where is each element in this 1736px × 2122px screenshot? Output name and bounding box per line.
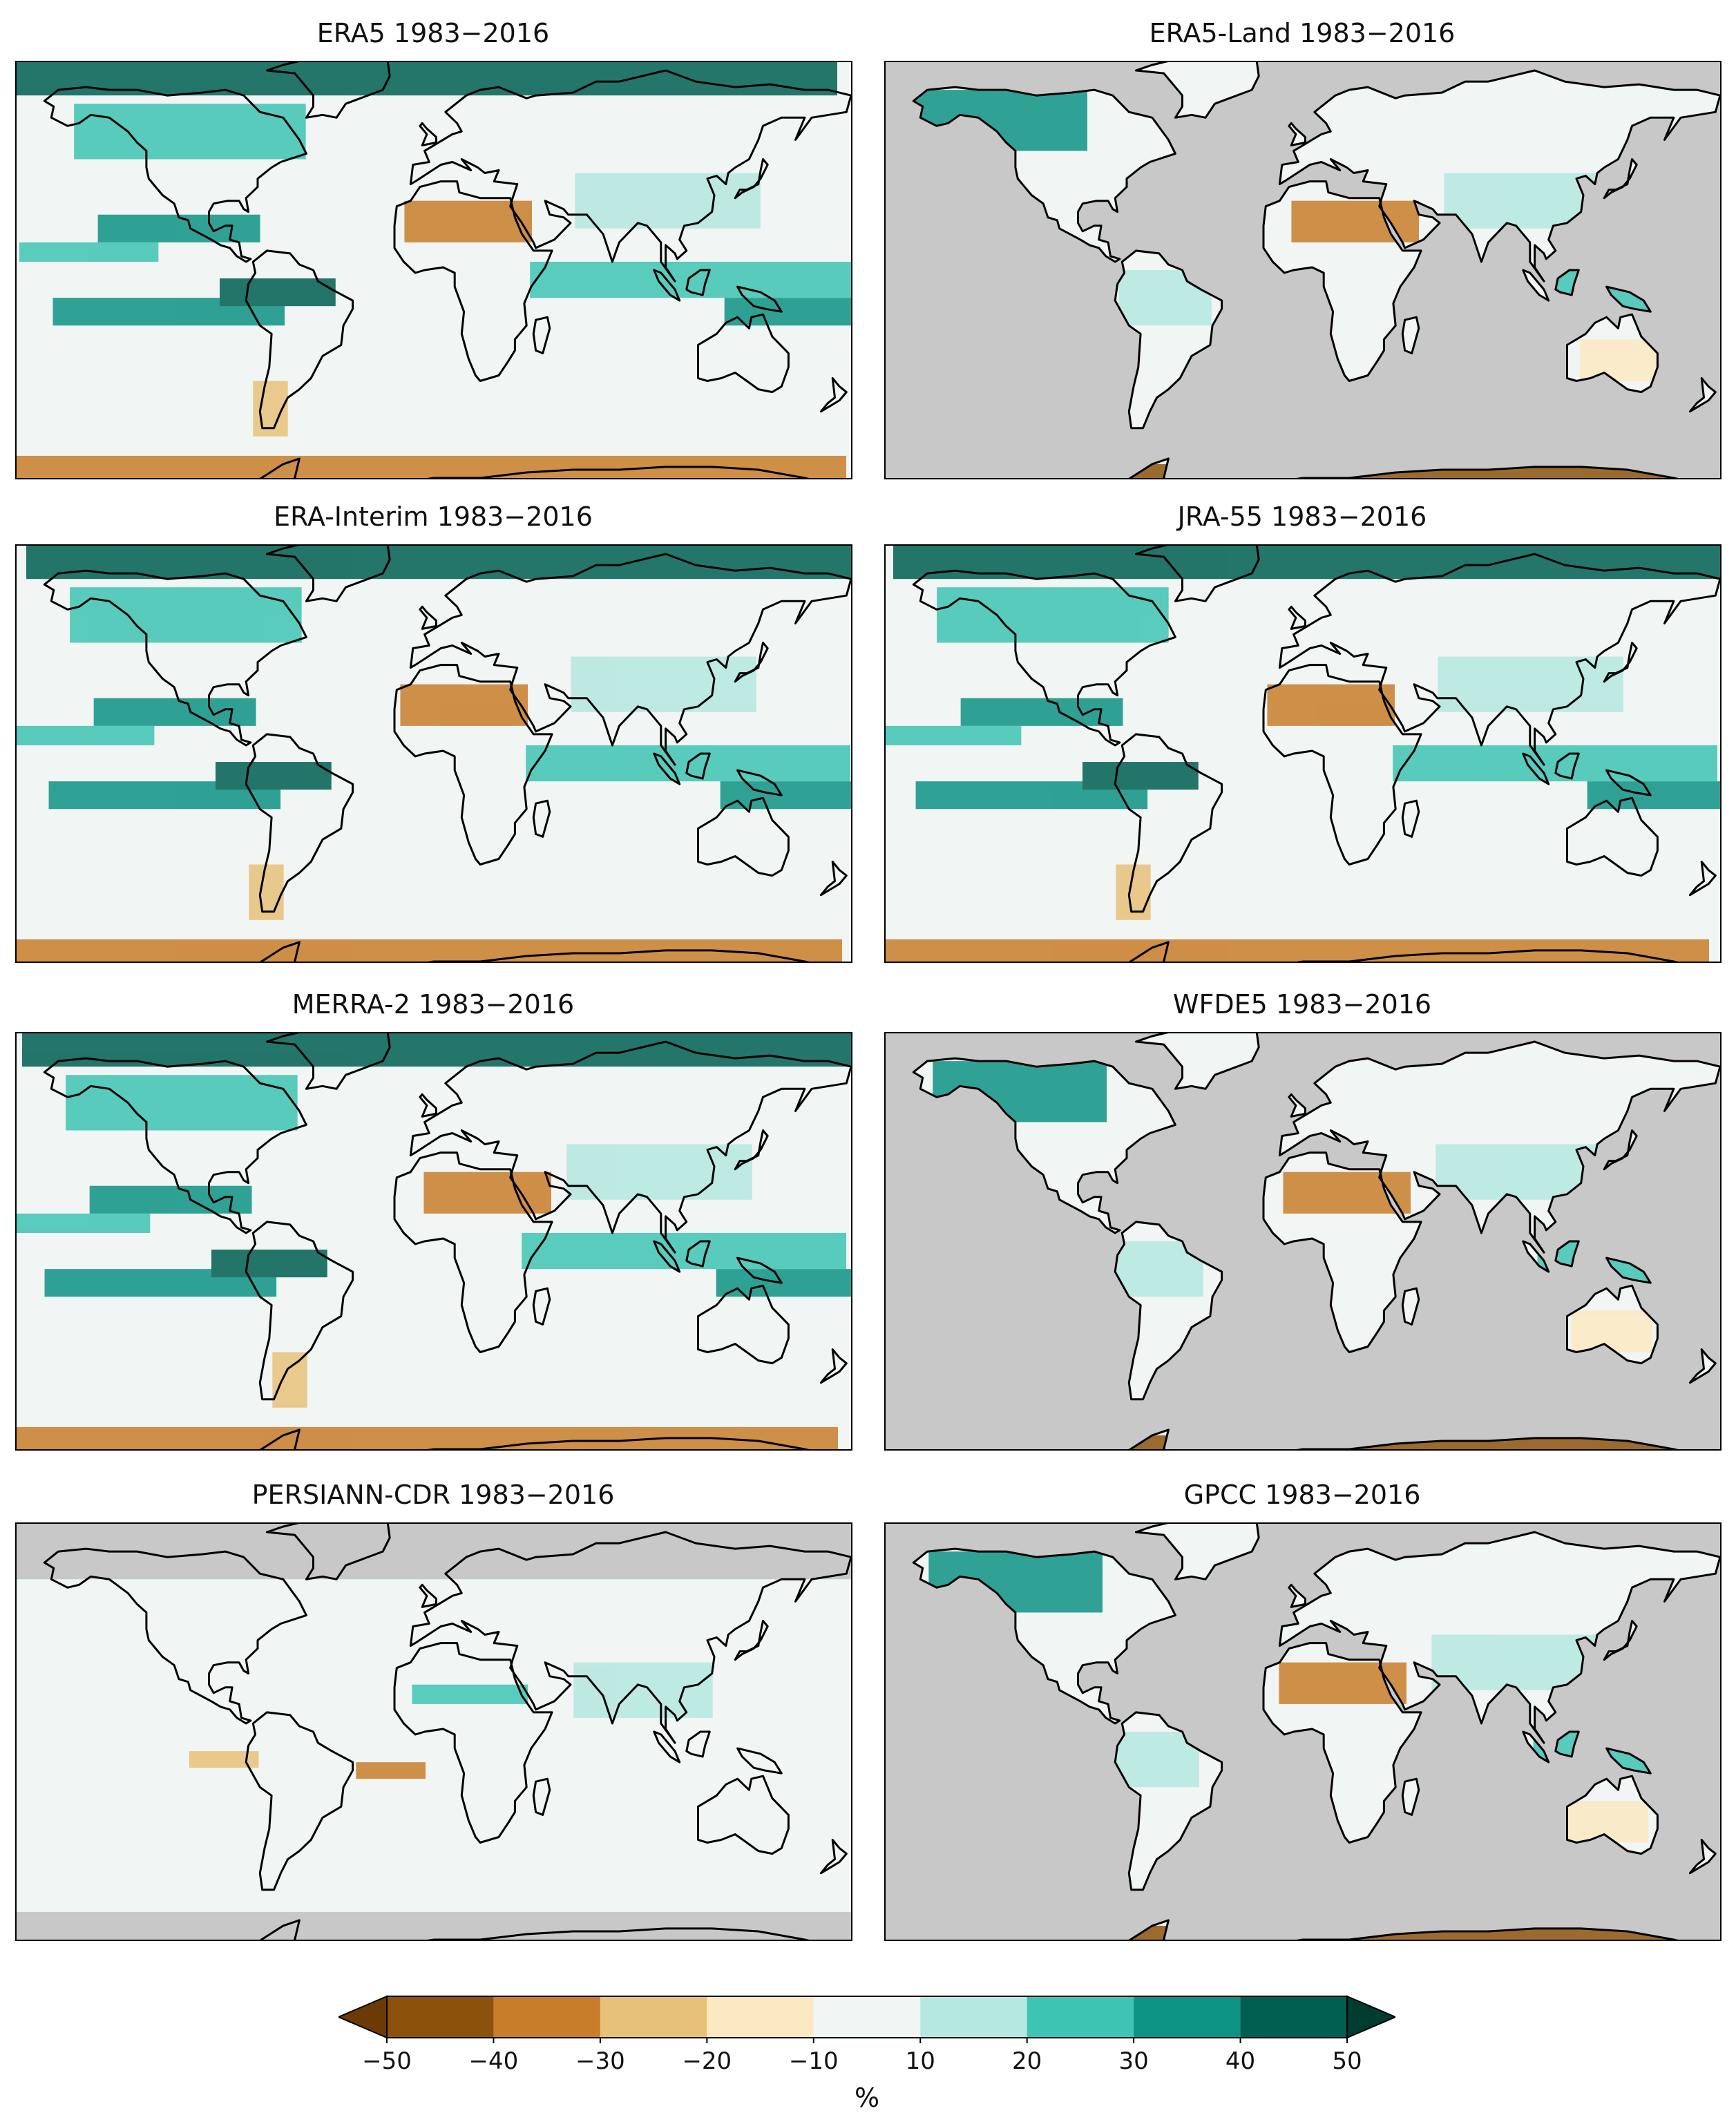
colorbar-tick-label: 50 (1332, 2047, 1362, 2075)
colorbar-tick-label: 10 (905, 2047, 935, 2075)
map-wfde5 (884, 1032, 1721, 1451)
map-gpcc (884, 1522, 1721, 1941)
map-svg (886, 546, 1720, 962)
map-era-interim (15, 544, 852, 963)
map-merra-2 (15, 1032, 852, 1451)
map-svg (17, 1524, 851, 1940)
map-persiann-cdr (15, 1522, 852, 1941)
colorbar-tick-label: −10 (788, 2047, 839, 2075)
map-jra-55 (884, 544, 1721, 963)
panel-title: ERA5 1983−2016 (316, 18, 550, 48)
map-era5 (15, 61, 852, 479)
map-svg (886, 1033, 1720, 1449)
map-svg (886, 62, 1720, 478)
panel-title: WFDE5 1983−2016 (1172, 989, 1432, 1020)
panel-title: PERSIANN-CDR 1983−2016 (251, 1480, 615, 1510)
colorbar-tick-label: −50 (362, 2047, 412, 2075)
panel-title: MERRA-2 1983−2016 (292, 989, 575, 1020)
colorbar-tick-label: 40 (1225, 2047, 1256, 2075)
colorbar-tick-label: −30 (575, 2047, 625, 2075)
colorbar-svg (338, 1995, 1395, 2043)
panel-title: ERA-Interim 1983−2016 (274, 501, 593, 532)
map-svg (17, 546, 851, 962)
panel-title: ERA5-Land 1983−2016 (1149, 18, 1456, 48)
map-era5-land (884, 61, 1721, 479)
colorbar-tick-label: 20 (1012, 2047, 1042, 2075)
colorbar: −50 −40 −30 −20 −10 10 20 30 40 50 % (338, 1982, 1395, 2121)
colorbar-unit: % (854, 2083, 880, 2113)
colorbar-tick-label: −20 (682, 2047, 732, 2075)
map-svg (886, 1524, 1720, 1940)
colorbar-tick-label: 30 (1118, 2047, 1149, 2075)
panel-title: JRA-55 1983−2016 (1177, 501, 1427, 532)
map-svg (17, 1033, 851, 1449)
colorbar-tick-label: −40 (468, 2047, 519, 2075)
panel-title: GPCC 1983−2016 (1183, 1480, 1421, 1510)
map-svg (17, 62, 851, 478)
